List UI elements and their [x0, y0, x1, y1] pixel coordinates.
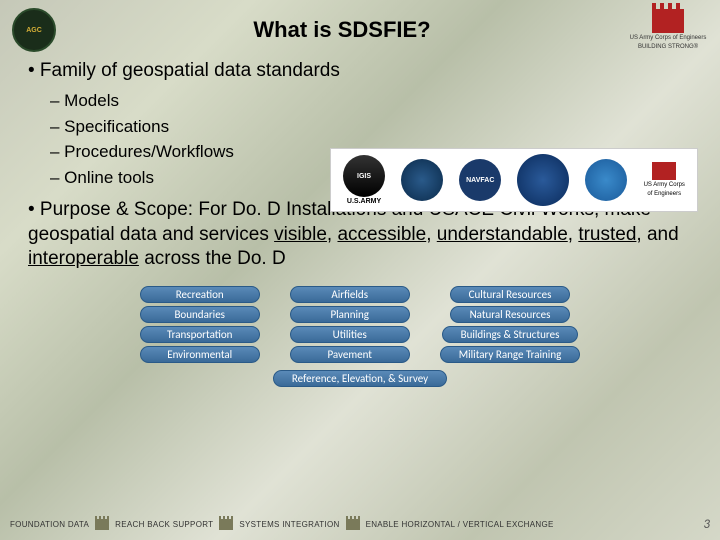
pill-planning: Planning	[290, 306, 410, 323]
pill-airfields: Airfields	[290, 286, 410, 303]
word-visible: visible	[274, 224, 327, 245]
footer: FOUNDATION DATA REACH BACK SUPPORT SYSTE…	[0, 517, 720, 532]
pill-transportation: Transportation	[140, 326, 260, 343]
dod-seal-icon	[517, 154, 569, 206]
castle-icon	[652, 9, 684, 33]
content: • Family of geospatial data standards – …	[0, 56, 720, 387]
footer-items: FOUNDATION DATA REACH BACK SUPPORT SYSTE…	[10, 519, 554, 530]
igis-logo-wrap: IGIS U.S.ARMY	[343, 155, 385, 205]
usace-mini-2: of Engineers	[647, 191, 681, 198]
comma-4: , and	[636, 224, 678, 245]
mini-castle-icon	[652, 162, 676, 180]
globe-logo-icon	[401, 159, 443, 201]
usace-mini-wrap: US Army Corps of Engineers	[644, 162, 685, 197]
pill-recreation: Recreation	[140, 286, 260, 303]
sub-specifications: – Specifications	[50, 114, 692, 140]
comma-1: ,	[327, 224, 338, 245]
slide: AGC What is SDSFIE? US Army Corps of Eng…	[0, 0, 720, 540]
sub-models: – Models	[50, 88, 692, 114]
footer-enable: ENABLE HORIZONTAL / VERTICAL EXCHANGE	[366, 520, 554, 529]
word-interoperable: interoperable	[28, 248, 139, 269]
navfac-logo: NAVFAC	[459, 159, 501, 201]
pill-col-3: Cultural Resources Natural Resources Bui…	[440, 286, 581, 363]
pill-cultural: Cultural Resources	[450, 286, 571, 303]
agency-logo-row: IGIS U.S.ARMY NAVFAC US Army Corps of En…	[330, 148, 698, 212]
footer-castle-icon-2	[219, 519, 233, 530]
pill-natural: Natural Resources	[450, 306, 570, 323]
footer-castle-icon-1	[95, 519, 109, 530]
usace-mini-1: US Army Corps	[644, 182, 685, 189]
footer-reachback: REACH BACK SUPPORT	[115, 520, 213, 529]
pill-col-1: Recreation Boundaries Transportation Env…	[140, 286, 260, 363]
slide-title: What is SDSFIE?	[56, 17, 628, 43]
header: AGC What is SDSFIE? US Army Corps of Eng…	[0, 0, 720, 56]
page-number: 3	[703, 517, 710, 532]
agc-logo: AGC	[12, 8, 56, 52]
igis-logo: IGIS	[343, 155, 385, 197]
usace-logo-block: US Army Corps of Engineers BUILDING STRO…	[628, 9, 708, 50]
purpose-suffix: across the Do. D	[139, 248, 286, 269]
comma-3: ,	[568, 224, 579, 245]
word-trusted: trusted	[578, 224, 636, 245]
usace-text-1: US Army Corps of Engineers	[630, 35, 707, 42]
footer-foundation: FOUNDATION DATA	[10, 520, 89, 529]
pill-boundaries: Boundaries	[140, 306, 260, 323]
pill-environmental: Environmental	[140, 346, 260, 363]
pill-reference: Reference, Elevation, & Survey	[273, 370, 447, 387]
usace-text-2: BUILDING STRONG®	[638, 44, 698, 51]
pill-buildings: Buildings & Structures	[442, 326, 579, 343]
pill-col-2: Airfields Planning Utilities Pavement	[290, 286, 410, 363]
pill-military: Military Range Training	[440, 346, 581, 363]
word-accessible: accessible	[337, 224, 426, 245]
footer-castle-icon-3	[346, 519, 360, 530]
pill-bottom-row: Reference, Elevation, & Survey	[28, 366, 692, 387]
footer-systems: SYSTEMS INTEGRATION	[239, 520, 339, 529]
word-understandable: understandable	[437, 224, 568, 245]
pill-utilities: Utilities	[290, 326, 410, 343]
bullet-family: • Family of geospatial data standards	[28, 60, 692, 82]
usarmy-label: U.S.ARMY	[347, 198, 381, 205]
agc-logo-text: AGC	[26, 27, 42, 34]
pill-pavement: Pavement	[290, 346, 410, 363]
pills-grid: Recreation Boundaries Transportation Env…	[28, 286, 692, 363]
comma-2: ,	[426, 224, 437, 245]
dhs-seal-icon	[585, 159, 627, 201]
